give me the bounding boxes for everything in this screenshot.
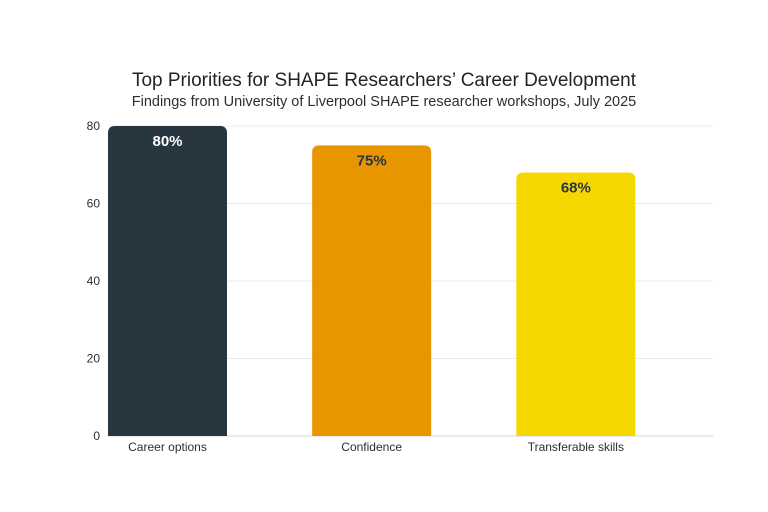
data-label: 75% bbox=[357, 152, 387, 169]
y-tick-label: 0 bbox=[93, 429, 100, 443]
y-tick-label: 80 bbox=[87, 119, 101, 133]
bar bbox=[108, 126, 227, 436]
x-tick-label: Confidence bbox=[341, 440, 402, 454]
y-tick-label: 40 bbox=[87, 274, 101, 288]
data-label: 68% bbox=[561, 180, 591, 197]
chart-subtitle: Findings from University of Liverpool SH… bbox=[131, 94, 637, 110]
bar bbox=[516, 172, 636, 436]
x-axis: Career options Confidence Transferable ski… bbox=[128, 440, 624, 454]
data-label: 80% bbox=[152, 133, 182, 150]
bars: 80% 75% 68% bbox=[108, 126, 636, 436]
y-tick-label: 60 bbox=[87, 197, 101, 211]
y-axis: 0 20 40 60 80 bbox=[87, 119, 101, 443]
x-tick-label: Career options bbox=[128, 440, 207, 454]
x-tick-label: Transferable skills bbox=[528, 440, 624, 454]
chart-title: Top Priorities for SHAPE Researchers’ Ca… bbox=[131, 70, 637, 91]
y-tick-label: 20 bbox=[87, 352, 101, 366]
bar bbox=[312, 145, 432, 436]
